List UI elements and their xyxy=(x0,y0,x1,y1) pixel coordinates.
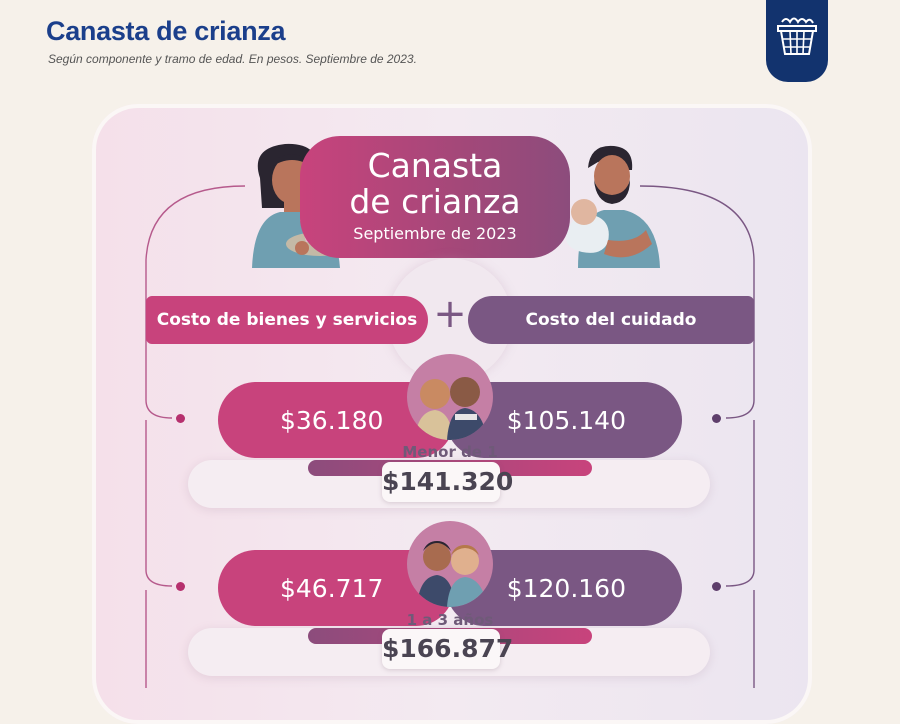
row-2-left-dot xyxy=(176,582,185,591)
row-1-right-dot xyxy=(712,414,721,423)
connector-lines xyxy=(145,185,755,688)
component-goods-label: Costo de bienes y servicios xyxy=(146,296,428,344)
row-2-total: $166.877 xyxy=(382,629,513,669)
babies-icon xyxy=(415,377,487,440)
row-1-total: $141.320 xyxy=(382,462,513,502)
component-care-label: Costo del cuidado xyxy=(468,296,754,344)
shopping-basket-icon xyxy=(777,17,817,55)
row-2-right-dot xyxy=(712,582,721,591)
plus-operator: + xyxy=(433,291,467,337)
toddlers-icon xyxy=(417,541,487,607)
infographic-title-line1: Canasta xyxy=(367,146,503,185)
header-title: Canasta de crianza xyxy=(46,16,286,46)
row-1-babies-avatar xyxy=(407,354,493,440)
row-1-left-dot xyxy=(176,414,185,423)
infographic-date: Septiembre de 2023 xyxy=(353,224,517,243)
infographic-title-pill: Canasta de crianza Septiembre de 2023 xyxy=(300,136,570,258)
row-2-age-label: 1 a 3 años xyxy=(406,611,494,629)
infographic-title-line2: de crianza xyxy=(349,182,521,221)
father-baby-illustration xyxy=(566,145,660,268)
header-subtitle: Según componente y tramo de edad. En pes… xyxy=(48,52,417,66)
logo-badge xyxy=(766,0,828,82)
row-2-toddlers-avatar xyxy=(407,521,493,607)
